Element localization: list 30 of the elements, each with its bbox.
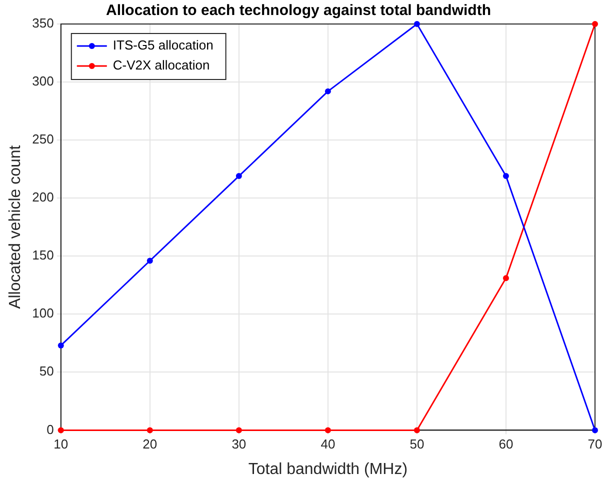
y-tick-label: 150 — [32, 248, 54, 263]
point — [592, 21, 598, 27]
point — [414, 21, 420, 27]
point — [502, 173, 509, 180]
point — [58, 427, 64, 434]
legend-label: C-V2X allocation — [112, 58, 210, 73]
legend-label: ITS-G5 allocation — [112, 38, 214, 53]
x-tick-label: 50 — [410, 436, 424, 452]
y-tick-label: 350 — [32, 16, 54, 31]
point — [58, 342, 64, 348]
y-tick-label: 250 — [32, 132, 54, 147]
point — [146, 258, 153, 264]
point — [502, 275, 509, 282]
x-tick-label: 60 — [498, 436, 514, 452]
point — [236, 173, 242, 180]
x-tick-label: 70 — [588, 436, 602, 452]
x-axis-title: Total bandwidth (MHz) — [248, 460, 408, 478]
y-tick-label: 200 — [32, 190, 54, 205]
chart-title: Allocation to each technology against total bandwidth — [106, 2, 492, 20]
y-tick-label: 300 — [32, 74, 54, 89]
y-tick-label: 50 — [39, 364, 54, 379]
y-tick-label: 0 — [46, 422, 54, 437]
y-axis-title: Allocated vehicle count — [7, 144, 24, 309]
x-tick-label: 10 — [54, 436, 68, 452]
point — [592, 427, 598, 434]
y-tick-label: 100 — [32, 306, 54, 321]
point — [324, 88, 331, 94]
x-tick-label: 30 — [232, 436, 246, 452]
x-tick-label: 40 — [320, 436, 336, 452]
x-tick-label: 20 — [142, 436, 158, 452]
